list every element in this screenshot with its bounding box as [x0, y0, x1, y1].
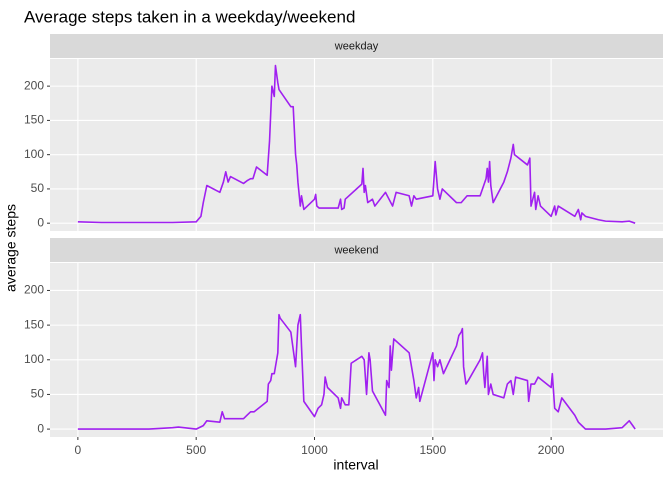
y-tick-label: 200: [24, 78, 44, 92]
y-axis-label: average steps: [3, 204, 19, 292]
chart-title: Average steps taken in a weekday/weekend: [24, 7, 355, 26]
data-line: [77, 64, 636, 224]
x-tick-label: 1500: [419, 443, 446, 457]
y-tick-label: 200: [24, 283, 44, 297]
panel-bg: [50, 59, 663, 231]
x-tick-label: 2000: [538, 443, 565, 457]
y-tick-label: 100: [24, 147, 44, 161]
panel-bg: [50, 263, 663, 437]
y-tick-label: 0: [37, 421, 44, 435]
y-tick-label: 50: [31, 387, 45, 401]
facet-strip: [50, 238, 663, 262]
data-line: [77, 313, 636, 430]
y-tick-label: 0: [37, 215, 44, 229]
y-tick-label: 150: [24, 113, 44, 127]
x-tick-label: 0: [75, 443, 82, 457]
facet-label: weekend: [333, 244, 378, 256]
x-tick-label: 1000: [301, 443, 328, 457]
y-tick-label: 50: [31, 181, 45, 195]
y-tick-label: 150: [24, 317, 44, 331]
x-axis-label: interval: [333, 457, 378, 473]
x-tick-label: 500: [186, 443, 206, 457]
facet-label: weekday: [334, 40, 379, 52]
y-tick-label: 100: [24, 352, 44, 366]
facet-strip: [50, 34, 663, 58]
